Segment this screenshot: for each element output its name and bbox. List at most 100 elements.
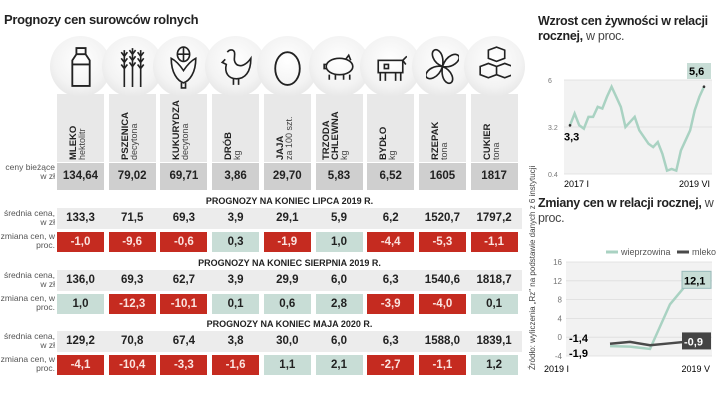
price-change: -9,6 — [108, 232, 156, 252]
product-label: PSZENICA decytona — [109, 94, 156, 160]
column-strip — [315, 94, 363, 162]
x-tick-label: 2019 VI — [679, 179, 710, 189]
price-change: -1,0 — [57, 232, 104, 252]
avg-label: średnia cena, w zł — [3, 331, 55, 350]
legend-label-wieprzowina: wieprzowina — [620, 247, 671, 257]
product-label: RZEPAK tona — [419, 94, 466, 160]
price-change: -1,6 — [212, 355, 260, 375]
column-strip — [470, 94, 518, 162]
price-change: 0,6 — [263, 294, 311, 314]
product-unit: kg — [387, 150, 398, 160]
avg-price: 1520,7 — [424, 212, 460, 224]
end-badge-wieprzowina — [681, 270, 712, 289]
price-change: -3,3 — [160, 355, 208, 375]
avg-price: 67,4 — [172, 335, 196, 347]
y-tick-label: 0 — [558, 333, 563, 342]
price-change: -12,3 — [108, 294, 156, 314]
change-label: zmiana cen, w proc. — [0, 231, 55, 250]
y-tick-label: 16 — [553, 258, 562, 267]
price-change: 2,8 — [315, 294, 363, 314]
price-change: 0,1 — [470, 294, 518, 314]
avg-price: 3,8 — [227, 335, 244, 347]
price-change: -10,4 — [108, 355, 156, 375]
price-change: -1,9 — [263, 232, 311, 252]
food-price-line — [568, 83, 706, 173]
product-label: DRÓB kg — [212, 94, 259, 160]
current-price: 69,71 — [160, 163, 208, 190]
chart2-title: Zmiany cen w relacji rocznej, w proc. — [538, 196, 714, 225]
current-price: 29,70 — [263, 163, 311, 190]
column-strip — [263, 94, 311, 162]
current-price: 134,64 — [57, 163, 104, 190]
column-strip — [160, 94, 208, 162]
icon-circle — [463, 36, 525, 97]
x-tick-label: 2017 I — [564, 179, 589, 189]
avg-price: 69,3 — [120, 274, 144, 286]
avg-price: 6,0 — [331, 274, 347, 286]
end-value-mleko: -0,9 — [684, 336, 703, 348]
avg-price: 1797,2 — [476, 212, 512, 224]
cow-icon — [377, 55, 408, 81]
product-unit: kg — [232, 150, 243, 160]
price-change: -4,0 — [418, 294, 466, 314]
y-tick-label: -4 — [555, 352, 563, 361]
avg-price: 129,2 — [66, 335, 95, 347]
start-value-label: 3,3 — [564, 131, 579, 143]
icon-circle — [153, 36, 215, 97]
product-label: BYDŁO kg — [367, 94, 414, 160]
y-tick-label: 8 — [558, 296, 563, 305]
avg-price: 6,3 — [382, 335, 399, 347]
avg-price: 3,9 — [227, 274, 244, 286]
avg-price: 62,7 — [172, 274, 196, 286]
end-point — [702, 85, 706, 89]
y-tick-label: 4 — [558, 314, 563, 323]
price-change: -1,1 — [418, 355, 466, 375]
product-unit: tona — [490, 142, 501, 160]
end-value-wieprzowina: 12,1 — [684, 275, 705, 287]
avg-price: 3,9 — [227, 212, 244, 224]
current-price: 1605 — [418, 163, 466, 190]
food-price-chart: Wzrost cen żywności w relacji rocznej, w… — [538, 14, 720, 194]
avg-row-bg — [57, 270, 522, 291]
price-change: 1,1 — [263, 355, 311, 375]
avg-price: 5,9 — [331, 212, 347, 224]
chicken-icon — [220, 49, 252, 85]
start-value-wieprzowina: -1,9 — [569, 348, 588, 360]
rapeseed-flower-icon — [425, 48, 459, 85]
y-tick-label: 6 — [548, 78, 552, 85]
change-label: zmiana cen, w proc. — [0, 293, 55, 312]
end-badge-mleko — [682, 332, 711, 350]
avg-row-bg — [57, 208, 522, 229]
avg-price: 133,3 — [66, 212, 95, 224]
x-tick-label: 2019 I — [544, 364, 569, 374]
product-unit: hektolitr — [77, 128, 87, 160]
icon-circle — [50, 36, 111, 97]
current-price: 1817 — [470, 163, 518, 190]
forecast-header: PROGNOZY NA KONIEC MAJA 2020 R. — [206, 319, 373, 329]
avg-price: 1818,7 — [476, 274, 512, 286]
column-strip — [57, 94, 104, 162]
product-unit: za 100 szt. — [283, 116, 294, 160]
icon-circle — [411, 36, 473, 97]
y-tick-label: 0.4 — [548, 172, 558, 179]
price-change: 0,1 — [212, 294, 260, 314]
icon-circle — [101, 36, 163, 97]
price-change: -2,7 — [367, 355, 415, 375]
price-change: -4,4 — [367, 232, 415, 252]
x-tick-label: 2019 V — [681, 364, 710, 374]
avg-price: 1839,1 — [476, 335, 512, 347]
pig-icon — [322, 53, 354, 80]
product-unit: tona — [438, 142, 449, 160]
avg-price: 1588,0 — [424, 335, 460, 347]
end-value-badge — [687, 63, 711, 79]
change-label: zmiana cen, w proc. — [0, 354, 55, 373]
current-price: 5,83 — [315, 163, 363, 190]
icon-circle — [256, 36, 318, 97]
page-title: Prognozy cen surowców rolnych — [4, 12, 199, 27]
column-strip — [367, 94, 415, 162]
series-line-wieprzowina — [609, 279, 691, 351]
wheat-icon — [120, 48, 145, 87]
current-price: 6,52 — [367, 163, 415, 190]
column-strip — [108, 94, 156, 162]
product-label: CUKIER tona — [471, 94, 518, 160]
